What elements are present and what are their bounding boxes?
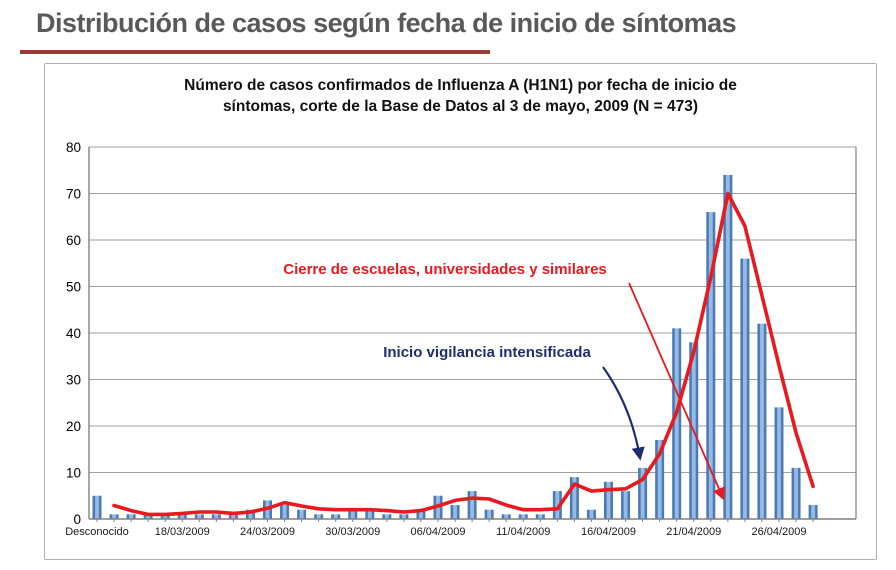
x-tick-label: 06/04/2009 <box>410 526 465 538</box>
case-bar <box>518 514 528 519</box>
school-closure-arrow <box>628 282 725 501</box>
case-bar <box>484 509 494 519</box>
y-tick-label: 0 <box>73 512 81 527</box>
surveillance-arrow <box>602 366 645 461</box>
case-bar <box>638 467 648 519</box>
y-tick-label: 70 <box>66 187 81 202</box>
case-bar <box>348 509 358 519</box>
case-bar <box>177 514 187 519</box>
annotation-school-closure: Cierre de escuelas, universidades y simi… <box>283 261 607 278</box>
x-tick-label: 16/04/2009 <box>581 526 636 538</box>
x-tick-label: 21/04/2009 <box>666 526 721 538</box>
y-tick-label: 60 <box>66 233 81 248</box>
case-bar <box>109 514 119 519</box>
case-bar <box>92 495 102 519</box>
case-bar <box>399 514 409 519</box>
chart-frame: 0 10 20 30 40 50 60 70 80 Desconocido 18/03/2009 24… <box>44 63 877 560</box>
case-bar <box>331 514 341 519</box>
case-bar <box>621 491 631 519</box>
chart-title-line2: síntomas, corte de la Base de Datos al 3… <box>222 98 699 115</box>
case-bar <box>280 505 290 519</box>
y-tick-label: 30 <box>66 373 81 388</box>
chart-title-line1: Número de casos confirmados de Influenza… <box>184 77 737 94</box>
annotation-surveillance: Inicio vigilancia intensificada <box>383 344 591 361</box>
case-bar <box>740 258 750 519</box>
case-bar <box>757 323 767 519</box>
case-bar <box>791 467 801 519</box>
case-bar <box>382 514 392 519</box>
case-bar <box>416 509 426 519</box>
epi-curve-chart: 0 10 20 30 40 50 60 70 80 Desconocido 18/03/2009 24… <box>65 140 857 538</box>
case-bar <box>723 174 733 519</box>
x-tick-label: 30/03/2009 <box>325 526 380 538</box>
title-underline <box>20 50 490 54</box>
case-bar <box>211 514 221 519</box>
case-bar <box>774 407 784 519</box>
slide-title: Distribución de casos según fecha de ini… <box>36 8 737 38</box>
x-tick-label: 18/03/2009 <box>155 526 210 538</box>
chart-title: Número de casos confirmados de Influenza… <box>45 75 876 117</box>
case-bar <box>552 491 562 519</box>
y-tick-label: 80 <box>66 140 81 155</box>
case-bar <box>604 481 613 519</box>
case-bar <box>672 328 682 519</box>
case-bar <box>655 439 665 519</box>
x-tick-label: 24/03/2009 <box>240 526 295 538</box>
case-bar <box>450 505 460 519</box>
case-bar <box>228 514 238 519</box>
case-bar <box>245 509 255 519</box>
case-bar <box>706 212 716 519</box>
y-tick-label: 40 <box>66 326 81 341</box>
case-bar <box>808 505 818 519</box>
case-bar <box>586 509 596 519</box>
case-bar <box>535 514 545 519</box>
x-tick-label: 26/04/2009 <box>751 526 806 538</box>
case-bar <box>501 514 511 519</box>
trend-line <box>112 191 815 517</box>
case-bar <box>160 514 170 519</box>
case-bar <box>314 514 324 519</box>
x-tick-label: Desconocido <box>65 526 129 538</box>
case-bar <box>297 509 307 519</box>
x-tick-label: 11/04/2009 <box>496 526 550 538</box>
case-bar <box>126 514 136 519</box>
case-bar <box>365 509 375 519</box>
case-bar <box>569 477 579 519</box>
case-bar <box>467 491 477 519</box>
y-tick-label: 20 <box>66 419 81 434</box>
case-bar <box>143 514 153 519</box>
y-tick-label: 50 <box>66 280 81 295</box>
y-tick-label: 10 <box>66 466 81 481</box>
case-bar <box>194 514 204 519</box>
